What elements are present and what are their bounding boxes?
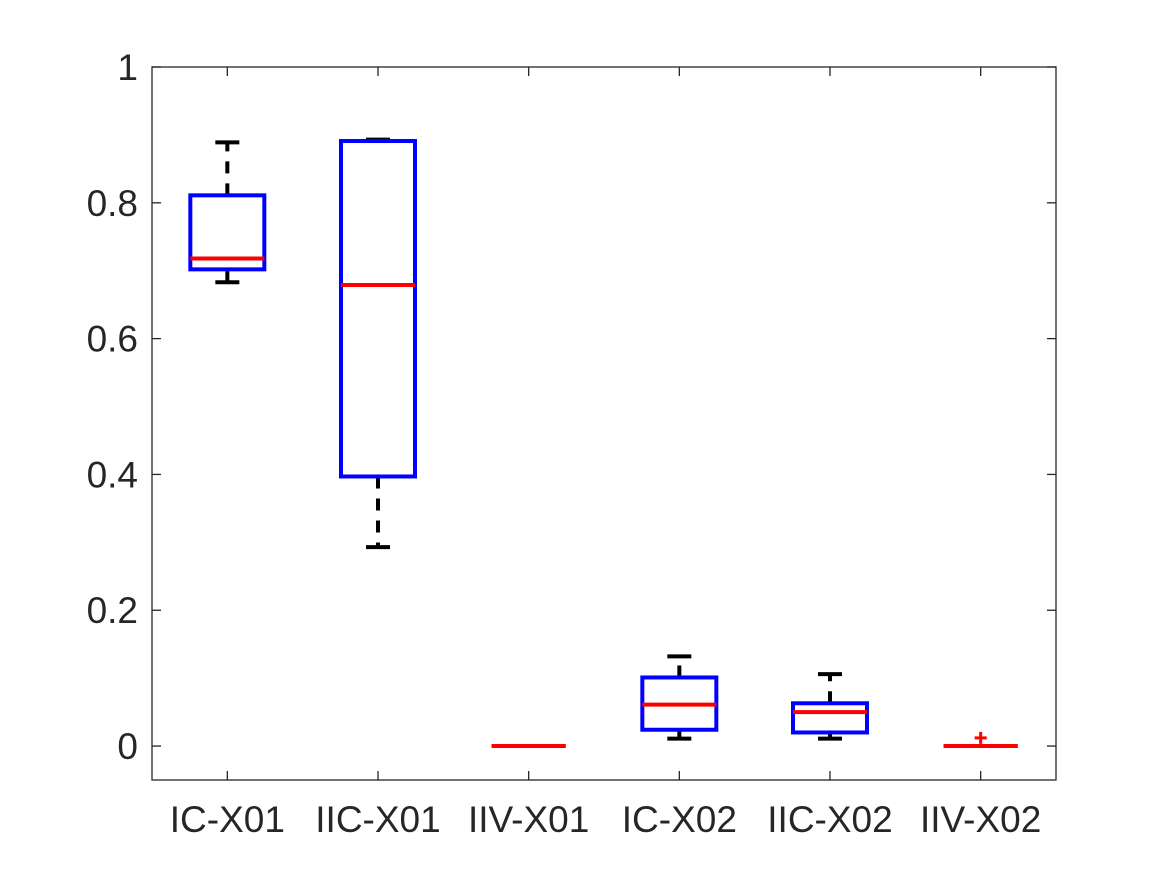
x-tick-label: IC-X02	[622, 799, 737, 840]
box-iiv-x02	[943, 731, 1018, 749]
box-iqr	[188, 193, 267, 272]
box-ic-x02	[640, 654, 719, 741]
y-tick-label: 0.2	[87, 590, 138, 631]
x-tick-label: IIC-X01	[315, 799, 440, 840]
y-tick-label: 0	[117, 726, 138, 767]
box-iqr	[339, 139, 417, 479]
x-tick-label: IIV-X02	[920, 799, 1041, 840]
y-tick-label: 0.4	[87, 454, 138, 495]
y-tick-label: 1	[117, 47, 138, 88]
box-ic-x01	[188, 140, 267, 285]
x-tick-label: IIV-X01	[468, 799, 589, 840]
plot-area-background	[152, 67, 1056, 780]
y-tick-label: 0.6	[87, 319, 138, 360]
box-iic-x02	[791, 672, 869, 741]
x-axis-ticks: IC-X01 IIC-X01 IIV-X01 IC-X02 IIC-X02 IIV-X02	[170, 67, 1041, 840]
box-iqr	[791, 701, 869, 735]
box-series	[188, 137, 1018, 749]
y-tick-label: 0.8	[87, 183, 138, 224]
x-tick-label: IIC-X02	[767, 799, 892, 840]
x-tick-label: IC-X01	[170, 799, 285, 840]
y-axis-ticks: 0 0.2 0.4 0.6 0.8 1	[87, 47, 1056, 767]
box-iic-x01	[339, 137, 417, 550]
plot-area-frame	[151, 66, 1057, 781]
